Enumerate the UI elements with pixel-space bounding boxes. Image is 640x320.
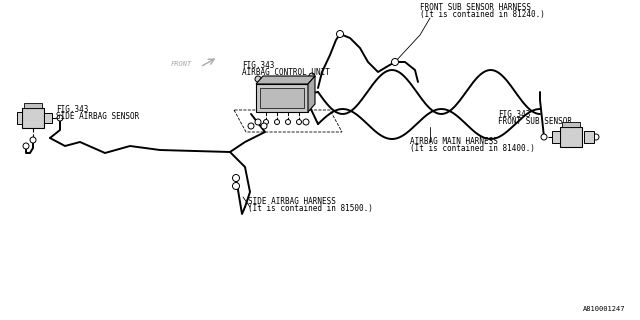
Bar (560, 127, 582, 147)
Circle shape (285, 119, 291, 124)
Circle shape (264, 119, 269, 124)
Text: SIDE AIRBAG SENSOR: SIDE AIRBAG SENSOR (56, 112, 140, 121)
Circle shape (296, 119, 301, 124)
Circle shape (248, 123, 254, 129)
Circle shape (303, 119, 309, 125)
Bar (584, 131, 594, 143)
Circle shape (23, 143, 29, 149)
Polygon shape (308, 76, 315, 112)
Circle shape (232, 182, 239, 189)
Bar (552, 131, 560, 143)
Bar (24, 103, 42, 108)
Text: A810001247: A810001247 (582, 306, 625, 312)
Text: FRONT SUB SENSOR: FRONT SUB SENSOR (498, 117, 572, 126)
Circle shape (255, 76, 261, 82)
Circle shape (392, 59, 399, 66)
Circle shape (232, 174, 239, 181)
Bar (562, 122, 580, 127)
Text: AIRBAG MAIN HARNESS: AIRBAG MAIN HARNESS (410, 137, 498, 146)
Bar (44, 113, 52, 123)
Circle shape (593, 134, 599, 140)
Text: AIRBAG CONTROL UNIT: AIRBAG CONTROL UNIT (242, 68, 330, 77)
Text: (It is contained in 81240.): (It is contained in 81240.) (420, 10, 545, 19)
Text: FIG.343: FIG.343 (498, 110, 531, 119)
Circle shape (261, 123, 267, 129)
Bar (260, 88, 304, 108)
Text: (It is contained in 81500.): (It is contained in 81500.) (248, 204, 373, 213)
Text: FRONT SUB SENSOR HARNESS: FRONT SUB SENSOR HARNESS (420, 3, 531, 12)
Bar (256, 84, 308, 112)
Bar (22, 108, 44, 128)
Bar (17, 112, 22, 124)
Text: (It is contained in 81400.): (It is contained in 81400.) (410, 144, 535, 153)
Circle shape (541, 134, 547, 140)
Text: SIDE AIRBAG HARNESS: SIDE AIRBAG HARNESS (248, 197, 336, 206)
Circle shape (57, 115, 63, 121)
Circle shape (337, 30, 344, 37)
Circle shape (275, 119, 280, 124)
Circle shape (255, 119, 261, 125)
Text: FRONT: FRONT (171, 61, 192, 67)
Text: FIG.343: FIG.343 (56, 105, 88, 114)
Circle shape (309, 73, 315, 79)
Polygon shape (256, 76, 315, 84)
Circle shape (30, 137, 36, 143)
Text: FIG.343: FIG.343 (242, 61, 275, 70)
